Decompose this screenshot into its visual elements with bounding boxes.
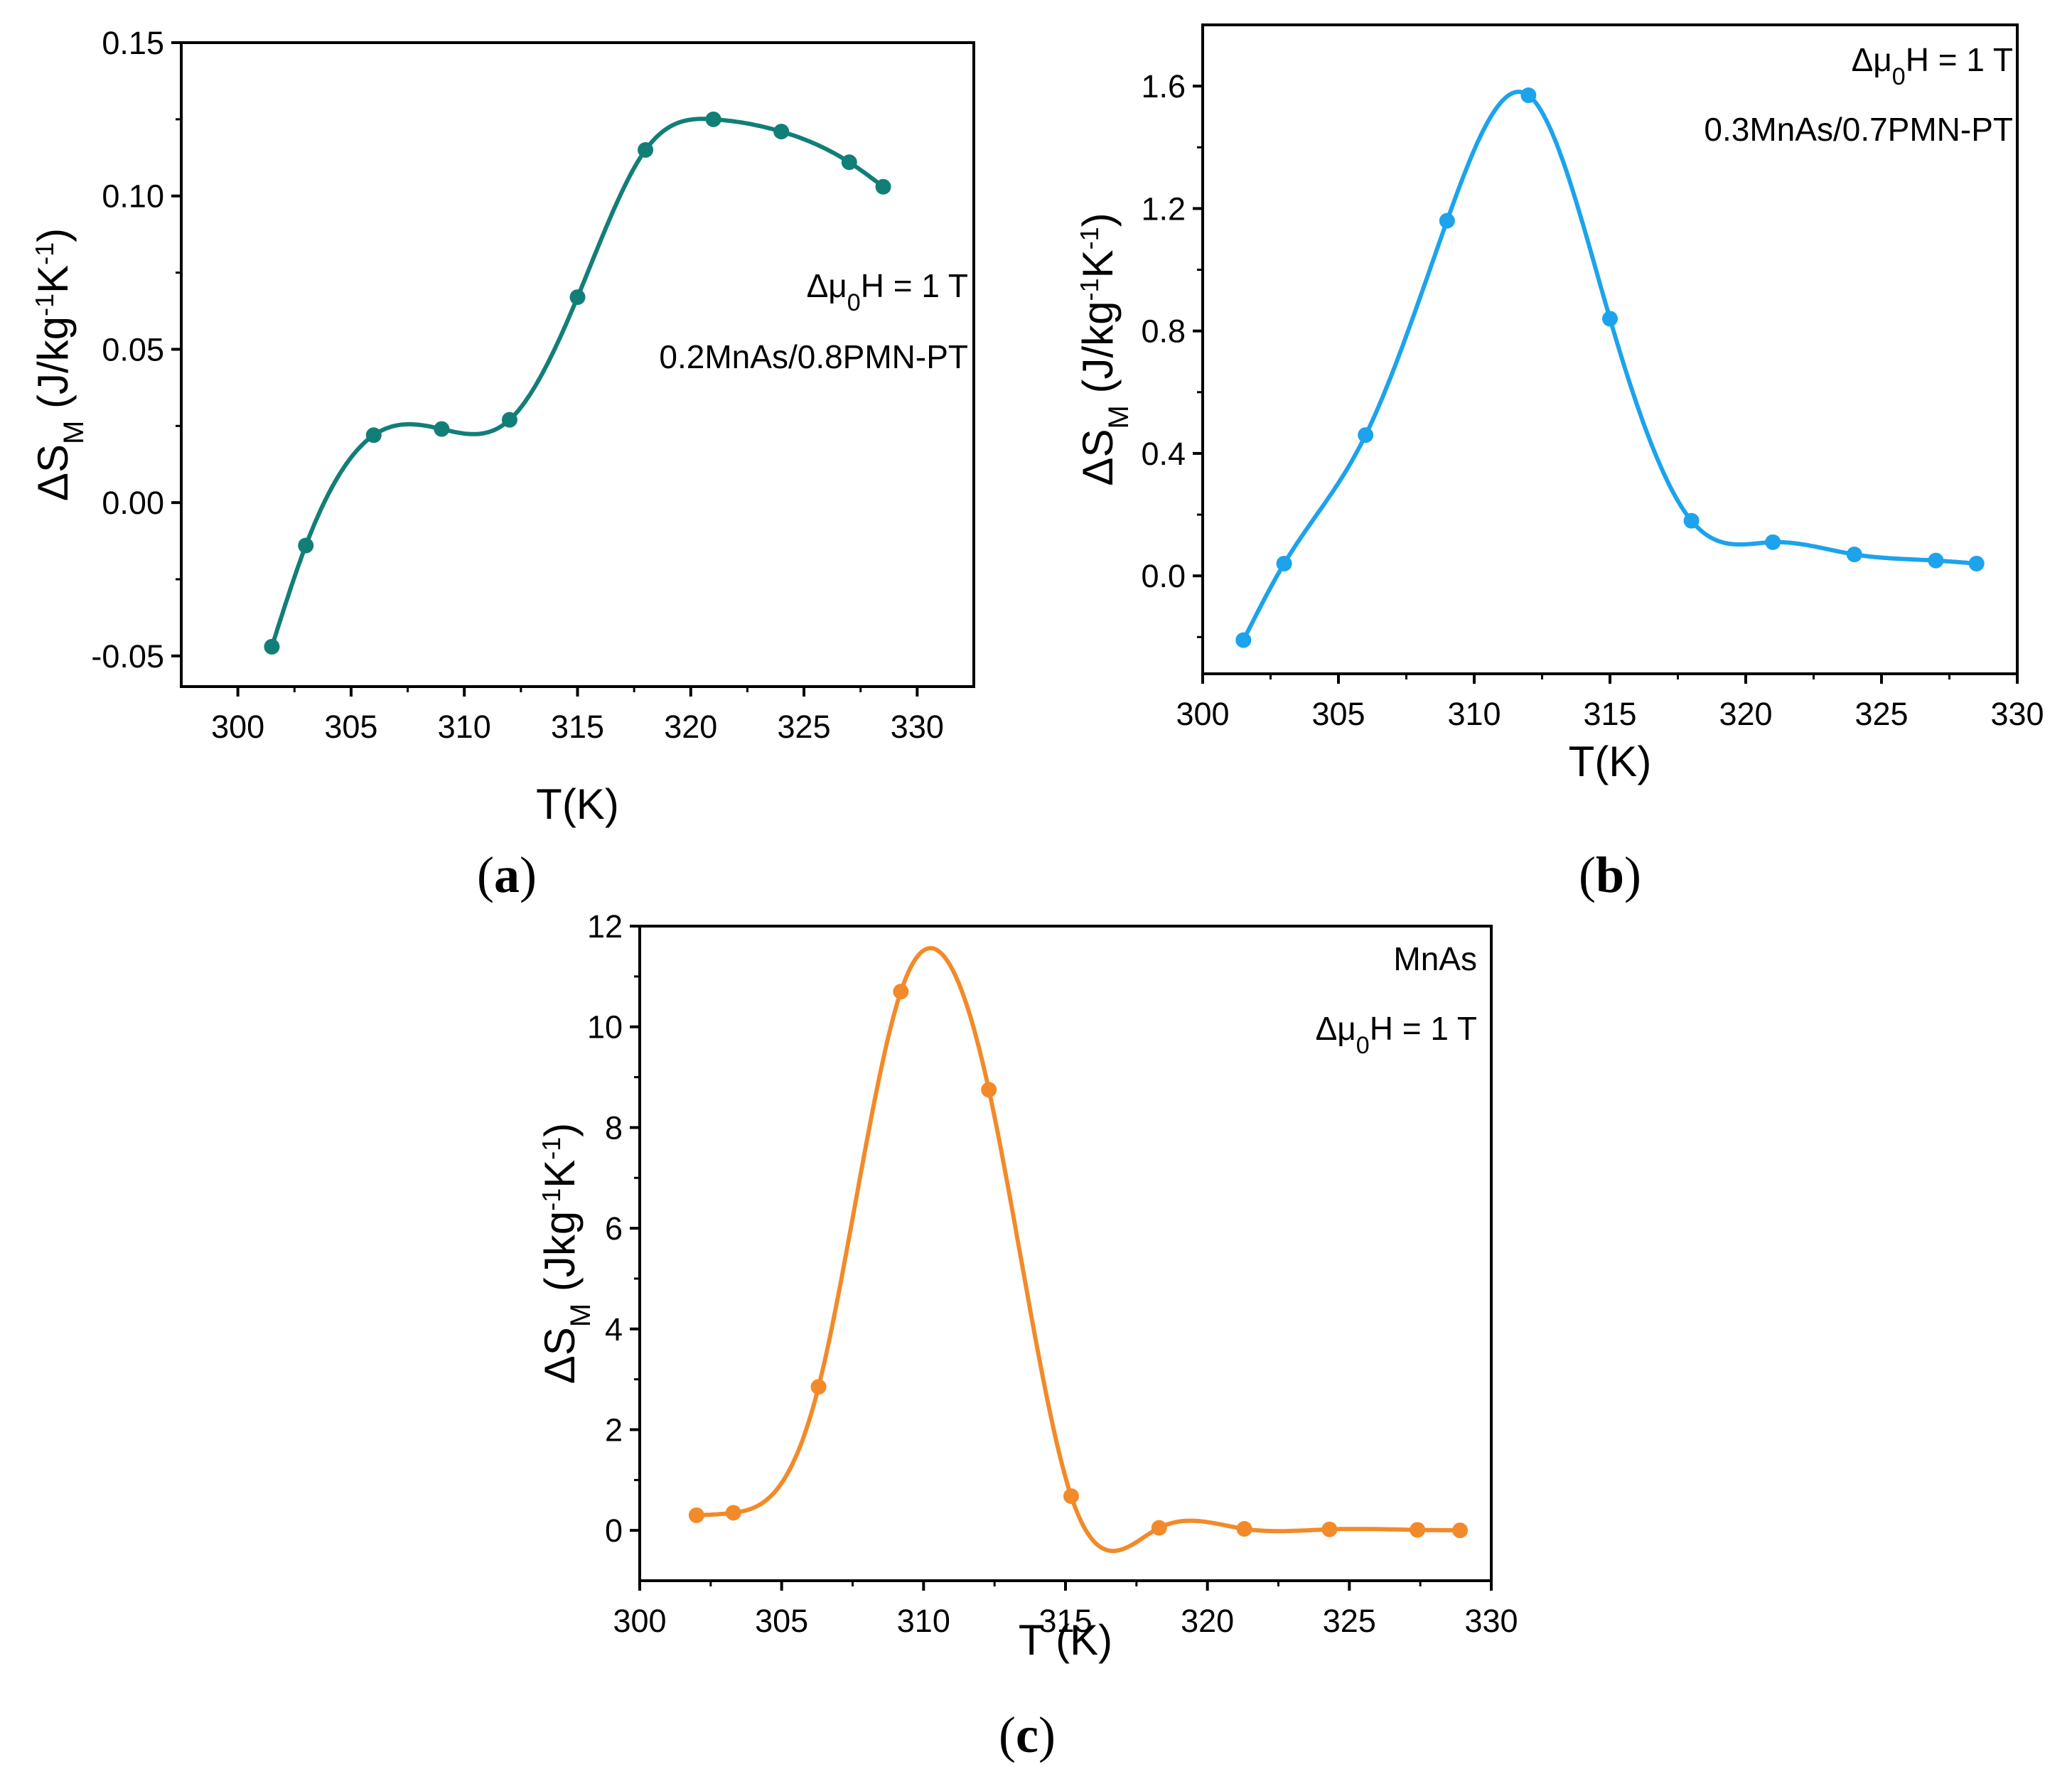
data-point — [298, 537, 314, 554]
x-tick-label: 330 — [1990, 696, 2044, 732]
data-point — [893, 984, 909, 1000]
x-axis-title: T (K) — [1019, 1616, 1112, 1664]
y-tick-label: 0.0 — [1141, 558, 1186, 594]
y-tick-label: 10 — [587, 1009, 623, 1046]
annotation: 0.3MnAs/0.7PMN-PT — [1704, 111, 2013, 148]
y-axis-title: ΔSM (J/kg-1K-1) — [29, 228, 90, 501]
panel-label: (c) — [999, 1707, 1056, 1763]
data-point — [1602, 311, 1618, 327]
x-tick-label: 315 — [1583, 696, 1636, 732]
y-tick-label: 4 — [605, 1311, 623, 1348]
y-tick-label: 0 — [605, 1512, 623, 1549]
data-point — [773, 124, 790, 140]
data-point — [501, 412, 517, 428]
data-point — [1520, 87, 1537, 104]
data-point — [1765, 534, 1781, 550]
y-tick-label: 0.15 — [102, 25, 164, 61]
y-tick-label: 0.4 — [1141, 436, 1186, 472]
annotation: MnAs — [1393, 940, 1477, 977]
data-point — [875, 178, 891, 195]
data-point — [1439, 213, 1455, 229]
data-point — [725, 1505, 741, 1521]
x-tick-label: 330 — [1464, 1603, 1518, 1639]
x-tick-label: 305 — [324, 709, 377, 745]
data-point — [264, 638, 280, 655]
x-tick-label: 320 — [664, 709, 717, 745]
x-tick-label: 325 — [1854, 696, 1908, 732]
annotation: Δμ0H = 1 T — [1316, 1010, 1477, 1059]
panel-label: (a) — [477, 847, 537, 903]
y-tick-label: 0.05 — [102, 331, 164, 367]
y-tick-label: 0.00 — [102, 485, 164, 521]
data-point — [365, 427, 382, 444]
x-tick-label: 315 — [1038, 1603, 1092, 1639]
y-tick-label: 1.6 — [1141, 68, 1186, 104]
chart-panel-c: 300 305 310 315 320 325 330 0 2 4 6 8 10 12 T (K) ΔSM (… — [536, 908, 1518, 1763]
y-tick-label: 0.10 — [102, 178, 164, 215]
x-tick-label: 305 — [1311, 696, 1365, 732]
data-point — [810, 1379, 827, 1395]
chart-panel-a: 300 305 310 315 320 325 330 -0.05 0.00 0.05 0.10 0.… — [29, 25, 975, 903]
data-point — [1236, 1521, 1252, 1537]
x-tick-label: 320 — [1181, 1603, 1234, 1639]
data-point — [688, 1507, 704, 1523]
data-point — [1276, 555, 1292, 571]
data-point — [638, 142, 654, 158]
annotation: 0.2MnAs/0.8PMN-PT — [659, 338, 968, 375]
x-tick-label: 305 — [755, 1603, 808, 1639]
data-point — [1410, 1522, 1426, 1538]
data-point — [1968, 555, 1985, 571]
data-point — [705, 111, 721, 127]
x-tick-label: 315 — [551, 709, 604, 745]
chart-panel-b: 300 305 310 315 320 325 330 0.0 0.4 0.8 1.2 1.6 T(K)… — [1074, 23, 2044, 903]
y-tick-label: 8 — [605, 1109, 623, 1146]
data-point — [1321, 1521, 1338, 1537]
y-tick-label: 12 — [587, 908, 623, 945]
panel-label: (b) — [1579, 847, 1641, 903]
y-tick-label: 1.2 — [1141, 190, 1186, 227]
data-point — [1683, 512, 1700, 529]
series-line — [269, 117, 885, 647]
annotation: Δμ0H = 1 T — [1852, 41, 2013, 90]
data-point — [1358, 427, 1374, 444]
x-tick-label: 310 — [438, 709, 491, 745]
x-tick-label: 325 — [1323, 1603, 1376, 1639]
data-point — [1928, 552, 1944, 569]
data-point — [569, 289, 586, 306]
data-point — [434, 421, 450, 437]
x-axis-title: T(K) — [536, 780, 619, 828]
y-tick-label: 2 — [605, 1412, 623, 1448]
x-tick-label: 300 — [1176, 696, 1229, 732]
data-point — [1846, 547, 1862, 563]
x-tick-label: 300 — [211, 709, 264, 745]
x-tick-label: 300 — [613, 1603, 666, 1639]
data-point — [841, 154, 857, 171]
data-point — [1235, 632, 1252, 648]
x-tick-label: 320 — [1719, 696, 1772, 732]
y-axis-title: ΔSM (J/kg-1K-1) — [1074, 213, 1134, 485]
x-tick-label: 325 — [778, 709, 831, 745]
data-point — [1452, 1522, 1469, 1539]
x-tick-label: 310 — [897, 1603, 950, 1639]
x-tick-label: 310 — [1447, 696, 1501, 732]
y-axis-title: ΔSM (Jkg-1K-1) — [536, 1123, 596, 1385]
y-tick-label: 6 — [605, 1210, 623, 1247]
data-point — [981, 1082, 997, 1098]
annotation: Δμ0H = 1 T — [807, 267, 968, 316]
x-axis-title: T(K) — [1569, 738, 1652, 785]
data-point — [1151, 1520, 1167, 1536]
x-tick-label: 330 — [891, 709, 944, 745]
data-point — [1063, 1488, 1079, 1504]
y-tick-label: -0.05 — [91, 638, 164, 675]
series-line — [1241, 90, 1977, 641]
y-tick-label: 0.8 — [1141, 313, 1186, 350]
